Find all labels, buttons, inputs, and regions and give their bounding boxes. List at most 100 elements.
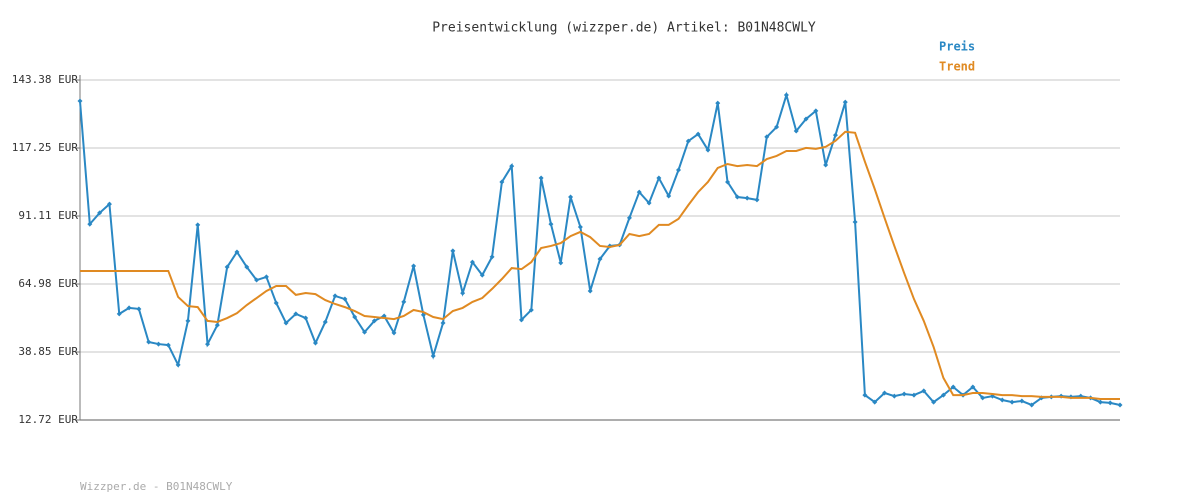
point-marker	[469, 259, 475, 265]
point-marker	[970, 384, 976, 390]
y-tick-label: 12.72 EUR	[18, 413, 78, 426]
point-marker	[558, 260, 564, 266]
point-marker	[97, 210, 103, 216]
point-marker	[646, 200, 652, 206]
point-marker	[185, 318, 191, 324]
point-marker	[921, 388, 927, 394]
point-marker	[656, 175, 662, 181]
point-marker	[725, 179, 731, 185]
point-marker	[214, 322, 220, 328]
point-marker	[705, 147, 711, 153]
point-marker	[568, 194, 574, 200]
point-marker	[136, 306, 142, 312]
point-marker	[77, 98, 83, 104]
point-marker	[430, 353, 436, 359]
point-marker	[1117, 402, 1123, 408]
point-marker	[597, 256, 603, 262]
point-marker	[165, 342, 171, 348]
point-marker	[401, 299, 407, 305]
point-marker	[1019, 398, 1025, 404]
point-marker	[519, 317, 525, 323]
point-marker	[1029, 402, 1035, 408]
point-marker	[440, 320, 446, 326]
point-marker	[754, 197, 760, 203]
point-marker	[891, 393, 897, 399]
point-marker	[783, 92, 789, 98]
point-marker	[813, 108, 819, 114]
point-marker	[205, 341, 211, 347]
point-marker	[842, 99, 848, 105]
point-marker	[911, 392, 917, 398]
legend-label: Preis	[939, 40, 975, 54]
point-marker	[460, 290, 466, 296]
legend-label: Trend	[939, 60, 975, 74]
point-marker	[548, 221, 554, 227]
point-marker	[852, 219, 858, 225]
point-marker	[352, 314, 358, 320]
point-marker	[106, 201, 112, 207]
point-marker	[175, 362, 181, 368]
point-marker	[234, 249, 240, 255]
point-marker	[626, 215, 632, 221]
point-marker	[116, 311, 122, 317]
point-marker	[126, 305, 132, 311]
point-marker	[528, 307, 534, 313]
point-marker	[263, 274, 269, 280]
y-tick-label: 38.85 EUR	[18, 345, 78, 358]
point-marker	[675, 167, 681, 173]
point-marker	[312, 340, 318, 346]
point-marker	[685, 138, 691, 144]
point-marker	[950, 384, 956, 390]
point-marker	[636, 189, 642, 195]
point-marker	[823, 162, 829, 168]
point-marker	[774, 124, 780, 130]
y-tick-label: 143.38 EUR	[12, 73, 79, 86]
y-tick-label: 64.98 EUR	[18, 277, 78, 290]
point-marker	[803, 116, 809, 122]
point-marker	[283, 320, 289, 326]
y-tick-label: 91.11 EUR	[18, 209, 78, 222]
point-marker	[146, 339, 152, 345]
point-marker	[882, 390, 888, 396]
point-marker	[342, 296, 348, 302]
point-marker	[1107, 400, 1113, 406]
point-marker	[1097, 399, 1103, 405]
point-marker	[332, 293, 338, 299]
chart-title: Preisentwicklung (wizzper.de) Artikel: B…	[432, 21, 816, 36]
point-marker	[489, 254, 495, 260]
point-marker	[499, 179, 505, 185]
point-marker	[940, 392, 946, 398]
point-marker	[391, 330, 397, 336]
point-marker	[224, 264, 230, 270]
point-marker	[764, 134, 770, 140]
point-marker	[901, 391, 907, 397]
y-tick-label: 117.25 EUR	[12, 141, 79, 154]
point-marker	[1009, 399, 1015, 405]
point-marker	[293, 311, 299, 317]
point-marker	[862, 392, 868, 398]
point-marker	[744, 195, 750, 201]
point-marker	[509, 163, 515, 169]
point-marker	[715, 100, 721, 106]
point-marker	[793, 128, 799, 134]
point-marker	[450, 248, 456, 254]
point-marker	[577, 224, 583, 230]
point-marker	[371, 318, 377, 324]
point-marker	[832, 132, 838, 138]
footer: Wizzper.de - B01N48CWLY	[80, 480, 233, 493]
point-marker	[411, 263, 417, 269]
series-line	[80, 130, 1120, 400]
point-marker	[254, 277, 260, 283]
point-marker	[155, 341, 161, 347]
point-marker	[362, 329, 368, 335]
point-marker	[931, 399, 937, 405]
point-marker	[244, 264, 250, 270]
point-marker	[666, 193, 672, 199]
point-marker	[587, 288, 593, 294]
point-marker	[538, 175, 544, 181]
point-marker	[872, 399, 878, 405]
point-marker	[87, 221, 93, 227]
point-marker	[695, 131, 701, 137]
